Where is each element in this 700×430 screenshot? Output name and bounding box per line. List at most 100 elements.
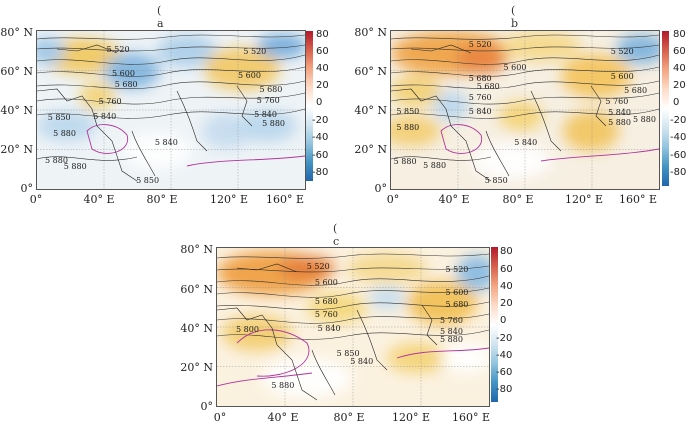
x-tick-label: 80° E: [502, 193, 534, 206]
x-tick-label: 40° E: [267, 411, 299, 424]
contour-label: 5 760: [98, 97, 122, 107]
colorbar-tick: 20: [316, 80, 329, 91]
colorbar-tick: 80: [316, 29, 329, 40]
x-tick-label: 40° E: [83, 193, 115, 206]
contour-label: 5 880: [396, 122, 420, 132]
contour-label: 5 520: [445, 265, 469, 275]
x-tick-label: 120° E: [564, 193, 604, 206]
contour-label: 5 680: [445, 300, 469, 310]
x-tick-label: 120° E: [391, 411, 431, 424]
y-tick-label: 40° N: [0, 104, 33, 117]
y-tick-label: 80° N: [354, 26, 387, 39]
x-tick-label: 160° E: [451, 411, 491, 424]
contour-label: 5 880: [53, 128, 76, 138]
map-field: [391, 31, 659, 189]
contour-label: 5 880: [608, 117, 631, 127]
x-tick-label: 40° E: [438, 193, 470, 206]
contour-label: 5 760: [605, 97, 629, 107]
colorbar: [491, 247, 498, 402]
x-tick-label: 160° E: [265, 193, 305, 206]
colorbar-tick: 40: [500, 281, 513, 292]
colorbar-tick: -80: [670, 167, 687, 178]
colorbar-tick: 0: [500, 315, 507, 326]
colorbar-tick: 80: [500, 246, 513, 257]
contour-label: 5 880: [633, 114, 656, 124]
contour-label: 5 850: [136, 176, 160, 186]
y-tick-label: 80° N: [180, 243, 213, 256]
contour-label: 5 800: [236, 325, 259, 335]
contour-label: 5 520: [243, 46, 267, 56]
contour-label: 5 760: [440, 315, 463, 325]
x-tick-label: 0°: [213, 411, 227, 424]
contour-label: 5 520: [610, 46, 634, 56]
colorbar-tick: 20: [500, 298, 513, 309]
y-tick-label: 0°: [200, 400, 214, 413]
contour-label: 5 880: [271, 380, 295, 390]
contour-label: 5 840: [154, 138, 178, 148]
x-tick-label: 80° E: [333, 411, 365, 424]
contour-label: 5 760: [314, 309, 338, 319]
contour-label: 5 600: [238, 70, 261, 80]
colorbar: [662, 31, 669, 186]
contour-label: 5 520: [306, 262, 330, 272]
contour-label: 5 850: [47, 113, 71, 123]
colorbar-tick: 0: [673, 97, 680, 108]
y-tick-label: 0°: [374, 182, 388, 195]
colorbar-tick: 40: [673, 63, 686, 74]
colorbar-tick: 40: [316, 63, 329, 74]
contour-label: 5 680: [624, 86, 648, 96]
colorbar-tick: 60: [316, 46, 329, 57]
contour-label: 5 680: [468, 73, 492, 83]
contour-label: 5 600: [112, 68, 135, 78]
contour-label: 5 850: [336, 349, 360, 359]
colorbar-tick: -60: [312, 150, 329, 161]
x-tick-label: 0°: [386, 193, 400, 206]
colorbar-tick: -40: [312, 132, 329, 143]
contour-label: 5 880: [423, 160, 447, 170]
colorbar-tick: -40: [670, 132, 687, 143]
colorbar-tick: -60: [496, 367, 513, 378]
contour-label: 5 760: [468, 92, 492, 102]
contour-label: 5 840: [317, 323, 341, 333]
contour-label: 5 600: [610, 72, 634, 82]
x-tick-label: 160° E: [618, 193, 658, 206]
colorbar: [306, 31, 313, 181]
contour-label: 5 840: [93, 111, 117, 121]
contour-label: 5 880: [262, 119, 286, 129]
contour-label: 5 680: [476, 81, 500, 91]
contour-label: 5 850: [484, 176, 508, 186]
contour-label: 5 680: [114, 79, 138, 89]
y-tick-label: 0°: [20, 182, 34, 195]
colorbar-tick: -40: [496, 350, 513, 361]
contour-label: 5 840: [608, 108, 631, 118]
contour-label: 5 840: [514, 138, 538, 148]
colorbar-tick: 60: [673, 46, 686, 57]
colorbar-tick: 0: [316, 97, 323, 108]
contour-label: 5 600: [314, 278, 338, 288]
y-tick-label: 20° N: [180, 361, 213, 374]
contour-label: 5 680: [259, 84, 283, 94]
map-field: [217, 248, 489, 406]
contour-label: 5 840: [440, 327, 463, 336]
y-tick-label: 60° N: [354, 65, 387, 78]
y-tick-label: 60° N: [180, 283, 213, 296]
y-tick-label: 40° N: [180, 322, 213, 335]
colorbar-tick: -60: [670, 150, 687, 161]
contour-label: 5 520: [468, 40, 492, 50]
contour-label: 5 520: [106, 45, 130, 55]
contour-label: 5 850: [396, 106, 420, 116]
contour-label: 5 880: [45, 155, 68, 165]
y-tick-label: 20° N: [0, 143, 33, 156]
colorbar-tick: -80: [496, 384, 513, 395]
x-tick-label: 0°: [29, 193, 43, 206]
y-tick-label: 20° N: [354, 143, 387, 156]
colorbar-tick: 80: [673, 29, 686, 40]
map-plot-area: 5 520 5 520 5 600 5 680 5 600 5 680 5 680 5 760…: [390, 30, 660, 190]
x-tick-label: 120° E: [209, 193, 249, 206]
contour-label: 5 600: [445, 287, 469, 297]
x-tick-label: 80° E: [146, 193, 178, 206]
contour-label: 5 680: [314, 296, 338, 306]
colorbar-tick: -80: [312, 167, 329, 178]
colorbar-tick: -20: [312, 115, 329, 126]
y-tick-label: 80° N: [0, 26, 33, 39]
